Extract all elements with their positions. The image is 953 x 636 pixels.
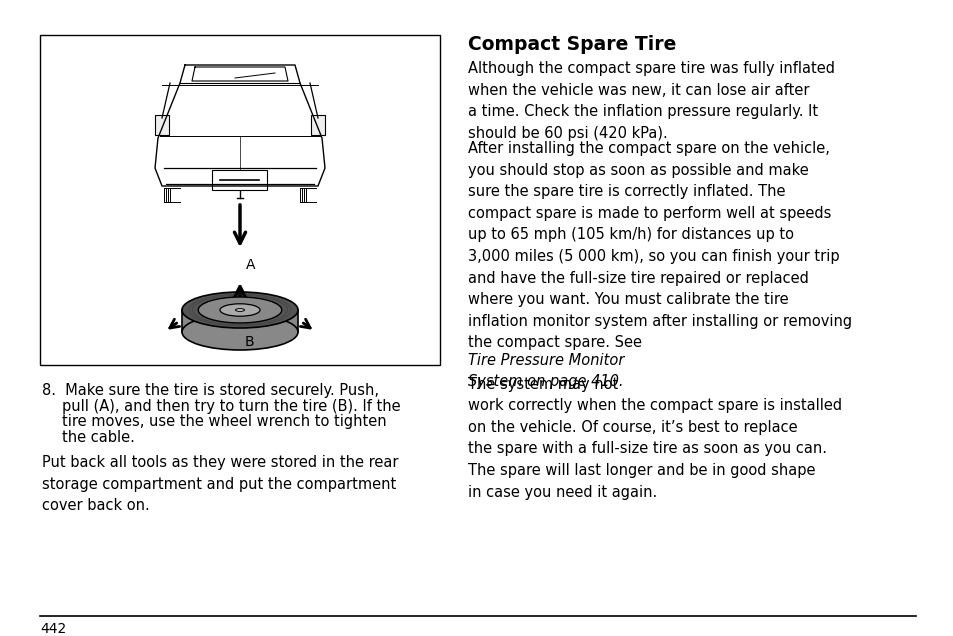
Text: 8.  Make sure the tire is stored securely. Push,: 8. Make sure the tire is stored securely…: [42, 383, 378, 398]
Text: the cable.: the cable.: [62, 429, 134, 445]
Text: The system may not
work correctly when the compact spare is installed
on the veh: The system may not work correctly when t…: [468, 377, 841, 500]
Bar: [182, 310, 297, 332]
Bar: [311, 115, 325, 135]
Text: 442: 442: [40, 622, 66, 636]
Ellipse shape: [220, 304, 260, 316]
Bar: [213, 170, 267, 190]
Ellipse shape: [182, 292, 297, 328]
Text: A: A: [246, 258, 255, 272]
Bar: [154, 115, 169, 135]
Text: Tire Pressure Monitor
System on page 410.: Tire Pressure Monitor System on page 410…: [468, 352, 623, 389]
Text: Compact Spare Tire: Compact Spare Tire: [468, 35, 676, 54]
Ellipse shape: [235, 308, 244, 312]
Bar: [40, 35, 439, 365]
Text: Although the compact spare tire was fully inflated
when the vehicle was new, it : Although the compact spare tire was full…: [468, 61, 834, 141]
Text: B: B: [245, 335, 254, 349]
Text: After installing the compact spare on the vehicle,
you should stop as soon as po: After installing the compact spare on th…: [468, 141, 851, 350]
Text: Put back all tools as they were stored in the rear
storage compartment and put t: Put back all tools as they were stored i…: [42, 455, 398, 513]
Ellipse shape: [182, 314, 297, 350]
Text: pull (A), and then try to turn the tire (B). If the: pull (A), and then try to turn the tire …: [62, 399, 400, 413]
Ellipse shape: [198, 297, 281, 323]
Polygon shape: [182, 310, 297, 332]
Text: tire moves, use the wheel wrench to tighten: tire moves, use the wheel wrench to tigh…: [62, 414, 386, 429]
